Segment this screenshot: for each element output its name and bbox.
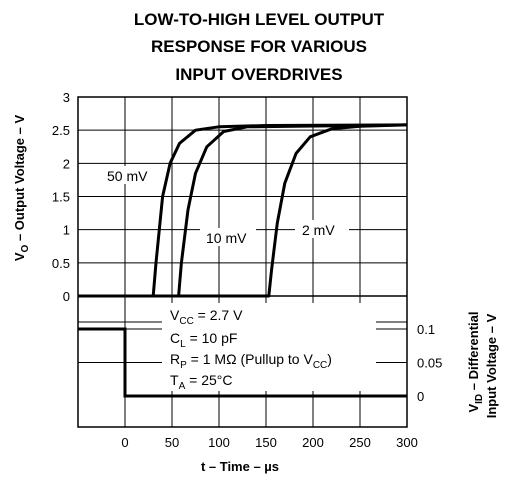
- input-y-axis-label-line-2: Input Voltage – V: [484, 313, 499, 418]
- chart-title-line-1: LOW-TO-HIGH LEVEL OUTPUT: [134, 10, 385, 29]
- series-line-2mv: [78, 123, 408, 298]
- series-label-10mv: 10 mV: [206, 230, 247, 246]
- input-step-line: [78, 327, 407, 398]
- x-tick-label-200: 200: [302, 435, 324, 450]
- x-tick-label-50: 50: [165, 435, 179, 450]
- x-tick-label-0: 0: [121, 435, 128, 450]
- output-y-tick-label-1: 1: [63, 223, 70, 238]
- condition-rp: RP = 1 MΩ (Pullup to VCC): [170, 351, 332, 371]
- chart-title-line-2: RESPONSE FOR VARIOUS: [151, 37, 367, 56]
- x-tick-label-250: 250: [349, 435, 371, 450]
- series-line-10mv: [78, 123, 408, 298]
- condition-ta: TA = 25°C: [170, 372, 232, 392]
- output-y-tick-label-0: 0: [63, 289, 70, 304]
- series-label-bg-10mv: [200, 228, 256, 246]
- chart-title-line-3: INPUT OVERDRIVES: [175, 65, 342, 84]
- input-y-tick-label-0: 0: [417, 389, 424, 404]
- plot-frame: [77, 96, 408, 428]
- chart-title: LOW-TO-HIGH LEVEL OUTPUT RESPONSE FOR VA…: [134, 10, 385, 84]
- output-y-tick-label-2.5: 2.5: [52, 123, 70, 138]
- series-line-50mv: [78, 123, 408, 298]
- condition-cl: CL = 10 pF: [170, 330, 237, 350]
- x-tick-label-100: 100: [208, 435, 230, 450]
- output-y-tick-labels: 0 0.5 1 1.5 2 2.5 3: [52, 90, 70, 304]
- output-y-tick-label-2: 2: [63, 156, 70, 171]
- series-label-bg-50mv: [100, 166, 164, 184]
- input-y-axis-label-line-1: VID – Differential: [466, 311, 485, 412]
- input-y-tick-labels: 0.1 0.05 0: [417, 322, 442, 404]
- input-y-tick-label-0.05: 0.05: [417, 356, 442, 371]
- output-y-tick-label-3: 3: [63, 90, 70, 105]
- series-label-2mv: 2 mV: [302, 222, 335, 238]
- series-label-bg-2mv: [295, 220, 349, 238]
- output-y-tick-label-0.5: 0.5: [52, 256, 70, 271]
- test-conditions: VCC = 2.7 V CL = 10 pF RP = 1 MΩ (Pullup…: [162, 303, 376, 392]
- x-tick-labels: 0 50 100 150 200 250 300: [121, 435, 417, 450]
- input-y-tick-label-0.1: 0.1: [417, 322, 435, 337]
- x-tick-label-150: 150: [255, 435, 277, 450]
- output-y-axis-label: VO – Output Voltage – V: [12, 115, 31, 262]
- output-y-tick-label-1.5: 1.5: [52, 190, 70, 205]
- series-lines: [78, 123, 408, 398]
- test-conditions-bg: [162, 303, 376, 391]
- condition-vcc: VCC = 2.7 V: [170, 307, 243, 327]
- x-axis-label: t – Time – µs: [201, 459, 279, 474]
- x-tick-label-300: 300: [396, 435, 418, 450]
- series-label-50mv: 50 mV: [107, 168, 148, 184]
- series-labels: 50 mV 10 mV 2 mV: [100, 166, 349, 246]
